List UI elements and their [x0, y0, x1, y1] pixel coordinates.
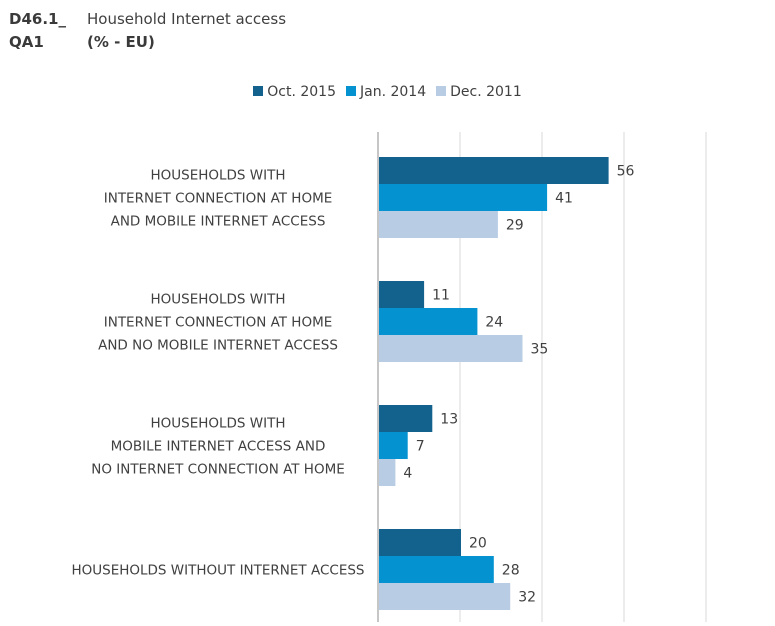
- bar: [379, 583, 511, 610]
- category-label: NO INTERNET CONNECTION AT HOME: [91, 462, 345, 478]
- data-label: 29: [506, 218, 524, 234]
- legend-item: Oct. 2015: [253, 84, 336, 100]
- data-label: 56: [617, 164, 635, 180]
- category-label: HOUSEHOLDS WITH: [150, 292, 285, 308]
- category-label: MOBILE INTERNET ACCESS AND: [111, 439, 326, 455]
- legend-item: Jan. 2014: [346, 84, 426, 100]
- chart-code: D46.1_: [9, 10, 66, 28]
- bar: [379, 281, 425, 308]
- legend-swatch: [253, 86, 264, 96]
- data-label: 32: [518, 590, 536, 606]
- bar: [379, 308, 478, 335]
- chart-header: D46.1_ Household Internet access QA1 (% - …: [9, 8, 286, 54]
- category-label: AND NO MOBILE INTERNET ACCESS: [98, 338, 338, 354]
- bar: [379, 335, 523, 362]
- data-label: 4: [403, 466, 412, 482]
- chart-legend: Oct. 2015 Jan. 2014 Dec. 2011: [0, 84, 775, 100]
- data-label: 28: [502, 563, 520, 579]
- data-label: 20: [469, 536, 487, 552]
- bar: [379, 432, 408, 459]
- data-label: 35: [531, 342, 549, 358]
- data-label: 41: [555, 191, 573, 207]
- data-label: 24: [485, 315, 503, 331]
- category-label: INTERNET CONNECTION AT HOME: [104, 191, 333, 207]
- legend-item: Dec. 2011: [436, 84, 522, 100]
- legend-label: Oct. 2015: [267, 84, 336, 100]
- category-label: HOUSEHOLDS WITH: [150, 416, 285, 432]
- category-label: HOUSEHOLDS WITH: [150, 168, 285, 184]
- bar: [379, 529, 461, 556]
- question-code: QA1: [9, 33, 44, 51]
- bar: [379, 556, 494, 583]
- bar: [379, 184, 548, 211]
- header-row-1: D46.1_ Household Internet access: [9, 8, 286, 31]
- data-label: 13: [440, 412, 458, 428]
- bar: [379, 405, 433, 432]
- bar: [379, 211, 498, 238]
- legend-label: Jan. 2014: [360, 84, 427, 100]
- category-label: AND MOBILE INTERNET ACCESS: [111, 214, 326, 230]
- category-label: HOUSEHOLDS WITHOUT INTERNET ACCESS: [71, 563, 364, 579]
- legend-swatch: [436, 86, 447, 96]
- header-row-2: QA1 (% - EU): [9, 31, 286, 54]
- legend-label: Dec. 2011: [450, 84, 522, 100]
- category-label: INTERNET CONNECTION AT HOME: [104, 315, 333, 331]
- data-label: 11: [432, 288, 450, 304]
- legend-swatch: [346, 86, 356, 96]
- bar: [379, 459, 396, 486]
- chart-title: Household Internet access: [87, 10, 287, 28]
- bar: [379, 157, 609, 184]
- data-label: 7: [416, 439, 425, 455]
- chart-subtitle: (% - EU): [87, 33, 155, 51]
